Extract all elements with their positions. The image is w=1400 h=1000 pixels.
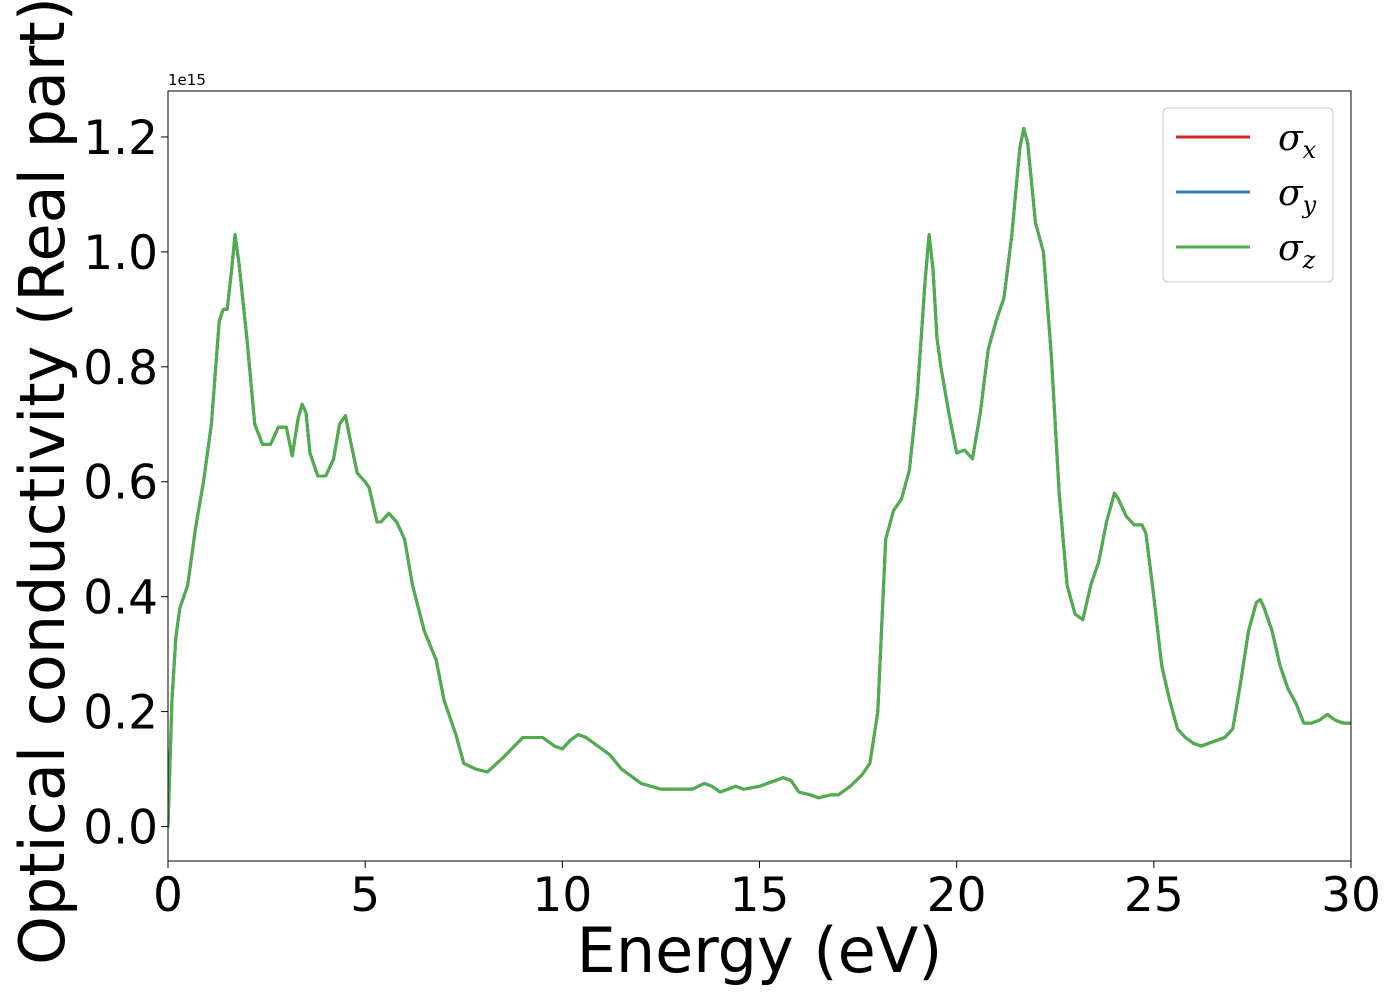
y-tick-label: 0.8	[83, 341, 158, 396]
y-tick-label: 0.0	[83, 801, 158, 856]
y-tick-label: 0.6	[83, 456, 158, 511]
y-axis-label: Optical conductivity (Real part)	[6, 0, 79, 965]
y-tick-label: 1.0	[83, 226, 158, 281]
x-tick-label: 10	[532, 868, 592, 923]
legend-frame	[1162, 107, 1334, 283]
series-layer	[168, 126, 1351, 829]
y-tick-label: 0.4	[83, 571, 158, 626]
x-axis-label: Energy (eV)	[577, 914, 943, 987]
series-line-3	[168, 126, 1351, 829]
x-tick-label: 25	[1124, 868, 1184, 923]
y-tick-label: 0.2	[83, 686, 158, 741]
x-tick-label: 15	[730, 868, 790, 923]
x-tick-label: 30	[1321, 868, 1381, 923]
x-tick-label: 0	[153, 868, 183, 923]
ticks-layer: 0 5 10 15 20 25 30 0.0 0.2 0.4 0.6 0.8 1.0 1.2	[83, 111, 1381, 923]
y-offset-text: 1e15	[168, 71, 206, 89]
y-tick-label: 1.2	[83, 111, 158, 166]
x-tick-label: 20	[927, 868, 987, 923]
x-tick-label: 5	[350, 868, 380, 923]
